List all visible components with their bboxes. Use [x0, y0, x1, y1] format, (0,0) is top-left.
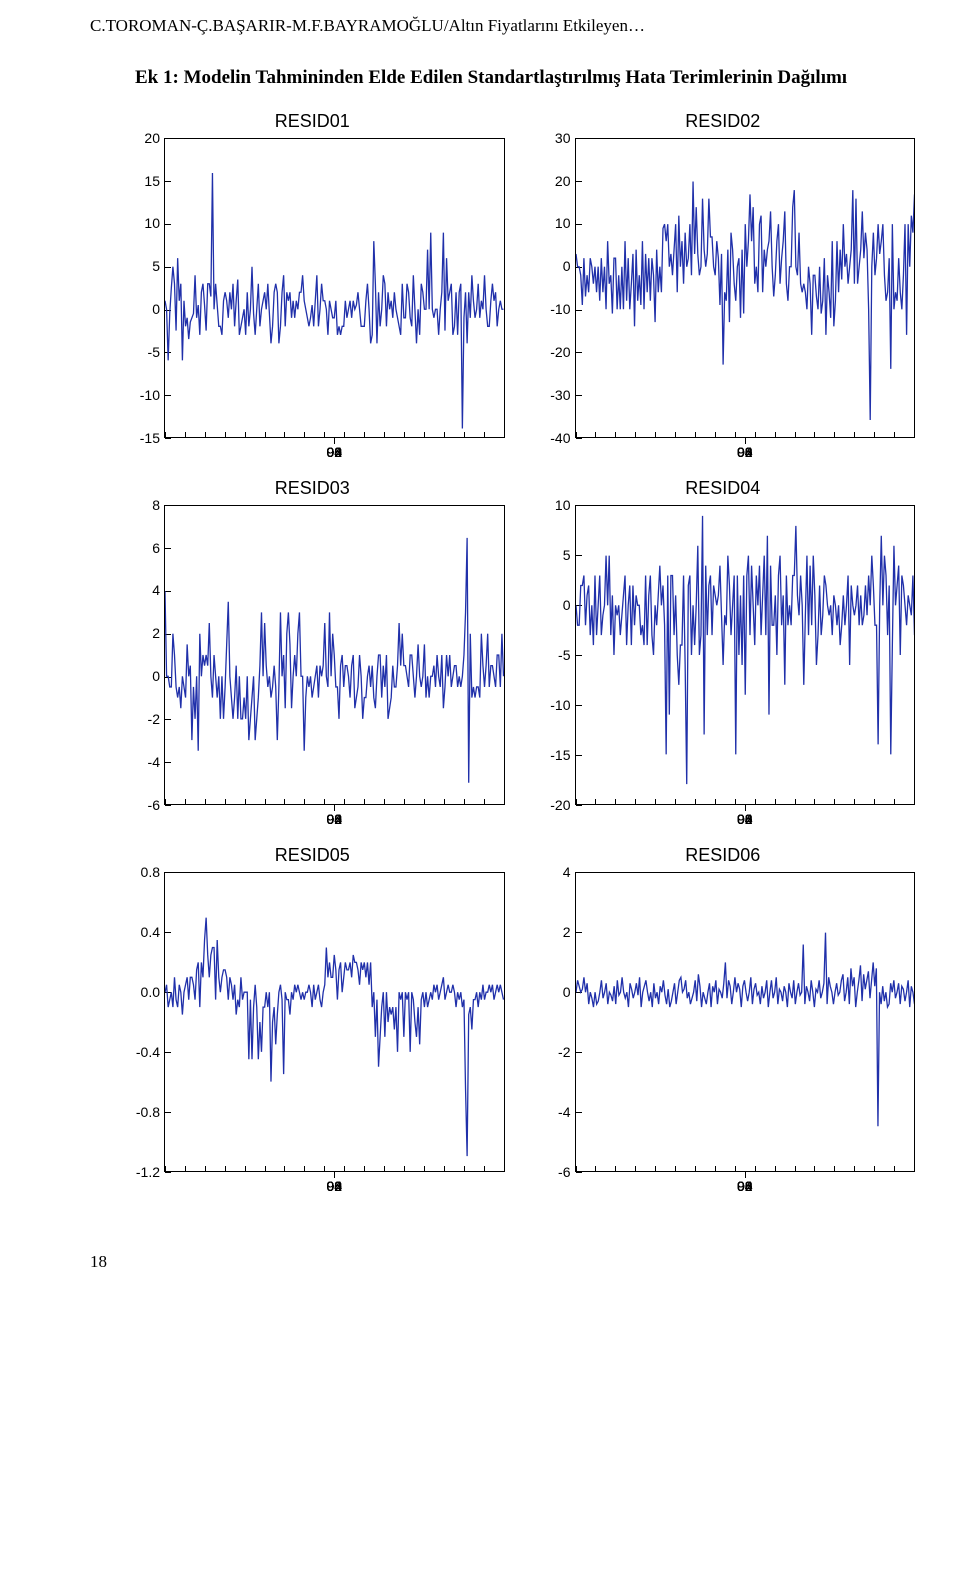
x-tick-label: 08	[737, 1178, 753, 1194]
y-tick-label: -2	[148, 711, 160, 727]
y-tick-label: 30	[555, 130, 571, 146]
y-tick-label: -2	[558, 1044, 570, 1060]
y-tick-label: 8	[152, 497, 160, 513]
y-tick-label: -5	[558, 647, 570, 663]
line-series	[576, 506, 915, 804]
y-tick-label: -0.8	[136, 1104, 160, 1120]
y-tick-label: 0	[152, 668, 160, 684]
chart-resid05: RESID05-1.2-0.8-0.40.00.40.8929496980002…	[120, 845, 505, 1192]
y-tick-label: 4	[152, 582, 160, 598]
line-series	[165, 873, 504, 1171]
page-number: 18	[90, 1252, 915, 1272]
y-tick-label: 5	[563, 547, 571, 563]
y-tick-label: 15	[144, 173, 160, 189]
y-tick-label: -30	[550, 387, 570, 403]
y-tick-label: -15	[140, 430, 160, 446]
plot-area	[575, 505, 916, 805]
chart-title: RESID05	[275, 845, 350, 866]
plot-area	[575, 872, 916, 1172]
line-series	[165, 139, 504, 437]
y-tick-label: 4	[563, 864, 571, 880]
chart-title: RESID02	[685, 111, 760, 132]
chart-title: RESID04	[685, 478, 760, 499]
plot-area	[575, 138, 916, 438]
charts-grid: RESID01-15-10-50510152092949698000204060…	[120, 111, 915, 1192]
y-tick-label: -6	[148, 797, 160, 813]
y-tick-label: -10	[550, 697, 570, 713]
y-tick-label: -15	[550, 747, 570, 763]
y-tick-label: 2	[152, 625, 160, 641]
y-tick-label: -4	[558, 1104, 570, 1120]
y-tick-label: 0.0	[141, 984, 160, 1000]
x-tick-label: 08	[326, 444, 342, 460]
x-tick-label: 08	[326, 811, 342, 827]
y-tick-label: 0	[152, 301, 160, 317]
chart-resid06: RESID06-6-4-2024929496980002040608	[531, 845, 916, 1192]
chart-resid04: RESID04-20-15-10-50510929496980002040608	[531, 478, 916, 825]
y-tick-label: 10	[555, 497, 571, 513]
chart-resid01: RESID01-15-10-50510152092949698000204060…	[120, 111, 505, 458]
line-series	[576, 139, 915, 437]
page-title: Ek 1: Modelin Tahmininden Elde Edilen St…	[135, 66, 915, 91]
chart-title: RESID03	[275, 478, 350, 499]
line-series	[165, 506, 504, 804]
x-tick-label: 08	[326, 1178, 342, 1194]
chart-title: RESID01	[275, 111, 350, 132]
y-tick-label: 2	[563, 924, 571, 940]
running-head: C.TOROMAN-Ç.BAŞARIR-M.F.BAYRAMOĞLU/Altın…	[90, 16, 915, 36]
plot-area	[164, 505, 505, 805]
y-tick-label: -6	[558, 1164, 570, 1180]
y-tick-label: -40	[550, 430, 570, 446]
plot-area	[164, 872, 505, 1172]
line-series	[576, 873, 915, 1171]
y-tick-label: 0	[563, 984, 571, 1000]
x-tick-label: 08	[737, 444, 753, 460]
y-tick-label: -0.4	[136, 1044, 160, 1060]
y-tick-label: 0	[563, 258, 571, 274]
y-tick-label: 0	[563, 597, 571, 613]
y-tick-label: 20	[555, 173, 571, 189]
y-tick-label: -20	[550, 344, 570, 360]
x-tick-label: 08	[737, 811, 753, 827]
y-tick-label: -1.2	[136, 1164, 160, 1180]
y-tick-label: 10	[144, 215, 160, 231]
y-tick-label: 5	[152, 258, 160, 274]
plot-area	[164, 138, 505, 438]
chart-resid03: RESID03-6-4-202468929496980002040608	[120, 478, 505, 825]
y-tick-label: 0.4	[141, 924, 160, 940]
y-tick-label: 6	[152, 540, 160, 556]
y-tick-label: -20	[550, 797, 570, 813]
y-tick-label: 20	[144, 130, 160, 146]
y-tick-label: 10	[555, 215, 571, 231]
chart-resid02: RESID02-40-30-20-10010203092949698000204…	[531, 111, 916, 458]
y-tick-label: -4	[148, 754, 160, 770]
y-tick-label: -10	[140, 387, 160, 403]
y-tick-label: -10	[550, 301, 570, 317]
chart-title: RESID06	[685, 845, 760, 866]
y-tick-label: 0.8	[141, 864, 160, 880]
y-tick-label: -5	[148, 344, 160, 360]
